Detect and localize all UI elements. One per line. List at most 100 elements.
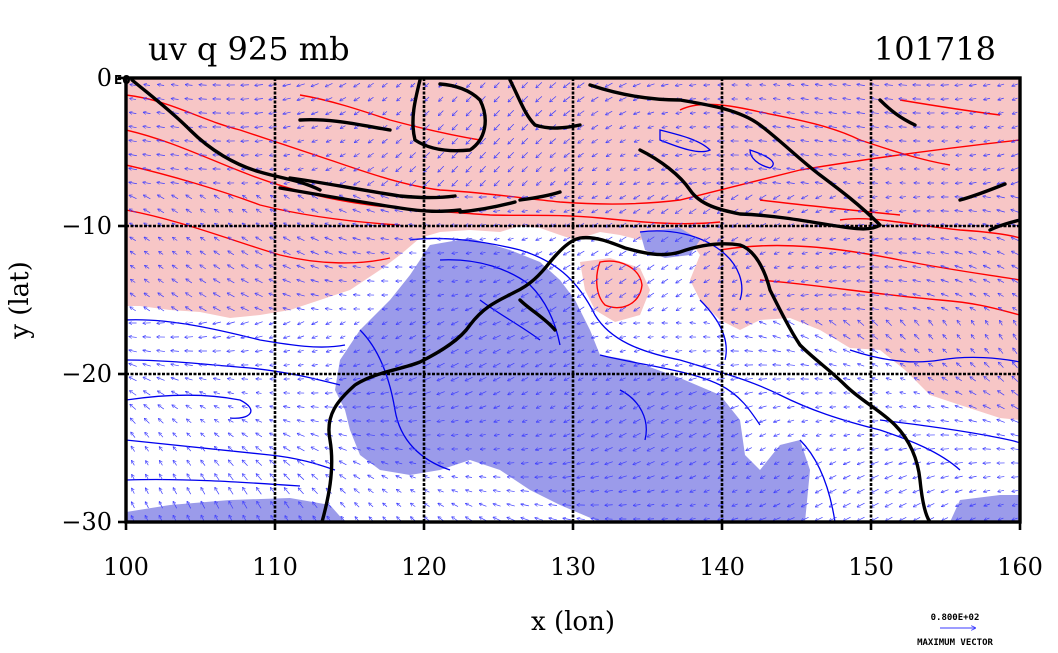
wind-vector	[970, 141, 976, 142]
wind-vector	[620, 139, 626, 143]
wind-vector	[172, 195, 179, 200]
wind-vector	[339, 252, 347, 255]
wind-vector	[662, 140, 668, 141]
wind-vector	[578, 110, 585, 115]
wind-vector	[283, 84, 291, 86]
wind-vector	[466, 110, 472, 115]
wind-vector	[171, 99, 179, 100]
wind-vector	[676, 194, 683, 199]
wind-vector	[214, 251, 220, 256]
wind-vector	[551, 180, 556, 185]
wind-vector	[340, 153, 346, 157]
wind-vector	[298, 209, 305, 214]
wind-vector	[956, 113, 963, 114]
wind-vector	[522, 123, 529, 130]
wind-vector	[885, 113, 893, 114]
wind-vector	[1012, 84, 1018, 86]
wind-vector	[662, 194, 669, 199]
wind-vector	[312, 168, 318, 170]
wind-vector	[397, 110, 402, 115]
wind-vector	[620, 125, 627, 129]
wind-vector	[326, 83, 333, 86]
wind-vector	[675, 182, 683, 183]
wind-vector	[354, 97, 360, 100]
wind-vector	[367, 238, 375, 240]
wind-vector	[480, 137, 486, 144]
wind-vector	[550, 152, 556, 158]
wind-vector	[185, 113, 193, 114]
wind-vector	[367, 252, 375, 253]
wind-vector	[872, 169, 879, 170]
wind-vector	[157, 112, 165, 113]
wind-vector	[620, 111, 627, 114]
wind-vector	[200, 251, 206, 256]
wind-vector	[297, 97, 305, 100]
wind-vector	[899, 85, 908, 86]
wind-vector-field	[129, 82, 1019, 522]
wind-vector	[997, 238, 1005, 241]
wind-vector	[354, 166, 361, 171]
wind-vector	[297, 251, 305, 255]
wind-vector	[185, 99, 193, 100]
wind-vector	[298, 154, 304, 156]
wind-vector	[802, 209, 809, 213]
wind-vector	[522, 196, 529, 197]
wind-vector	[774, 85, 781, 86]
wind-vector	[494, 109, 500, 116]
wind-vector	[956, 155, 962, 156]
wind-vector	[215, 195, 220, 199]
wind-vector	[788, 238, 794, 240]
wind-vector	[311, 252, 319, 255]
wind-vector	[158, 98, 165, 99]
wind-vector	[522, 210, 528, 211]
wind-vector	[523, 180, 528, 186]
wind-vector	[787, 154, 796, 155]
wind-vector	[536, 82, 543, 87]
wind-vector	[172, 209, 178, 214]
wind-vector	[998, 84, 1005, 86]
wind-vector	[257, 196, 262, 199]
negative-anomaly-region-sw	[126, 498, 345, 522]
wind-vector	[171, 182, 179, 183]
wind-vector	[803, 238, 808, 240]
wind-vector	[522, 96, 529, 101]
wind-vector	[425, 96, 430, 101]
wind-vector	[969, 210, 977, 211]
wind-vector	[844, 182, 851, 183]
wind-vector	[648, 194, 655, 199]
wind-vector	[158, 84, 165, 85]
wind-vector	[984, 98, 991, 99]
wind-vector	[201, 209, 206, 213]
wind-vector	[899, 113, 907, 114]
wind-vector	[676, 208, 683, 213]
wind-vector	[843, 140, 851, 141]
wind-vector	[157, 168, 165, 169]
wind-vector	[312, 126, 319, 128]
wind-vector	[886, 211, 893, 212]
wind-vector	[634, 140, 640, 142]
wind-vector	[536, 237, 542, 240]
y-tick-label: 0	[97, 64, 112, 92]
wind-vector	[564, 96, 571, 102]
wind-vector	[369, 111, 374, 114]
wind-vector	[648, 236, 655, 241]
wind-vector	[271, 195, 276, 199]
wind-vector	[452, 124, 458, 129]
wind-vector	[256, 251, 263, 256]
wind-vector	[383, 97, 388, 100]
wind-vector	[466, 123, 472, 130]
wind-vector	[900, 197, 906, 198]
wind-vector	[621, 168, 626, 170]
wind-vector	[367, 196, 375, 199]
wind-vector	[340, 167, 346, 170]
wind-vector	[620, 181, 626, 185]
wind-vector	[312, 140, 318, 142]
wind-vector	[760, 113, 767, 114]
wind-vector	[829, 84, 837, 85]
wind-vector	[368, 180, 375, 185]
wind-vector	[564, 237, 571, 240]
wind-vector	[171, 126, 179, 127]
wind-vector	[157, 140, 165, 141]
wind-vector	[565, 181, 570, 184]
wind-vector	[425, 110, 430, 115]
